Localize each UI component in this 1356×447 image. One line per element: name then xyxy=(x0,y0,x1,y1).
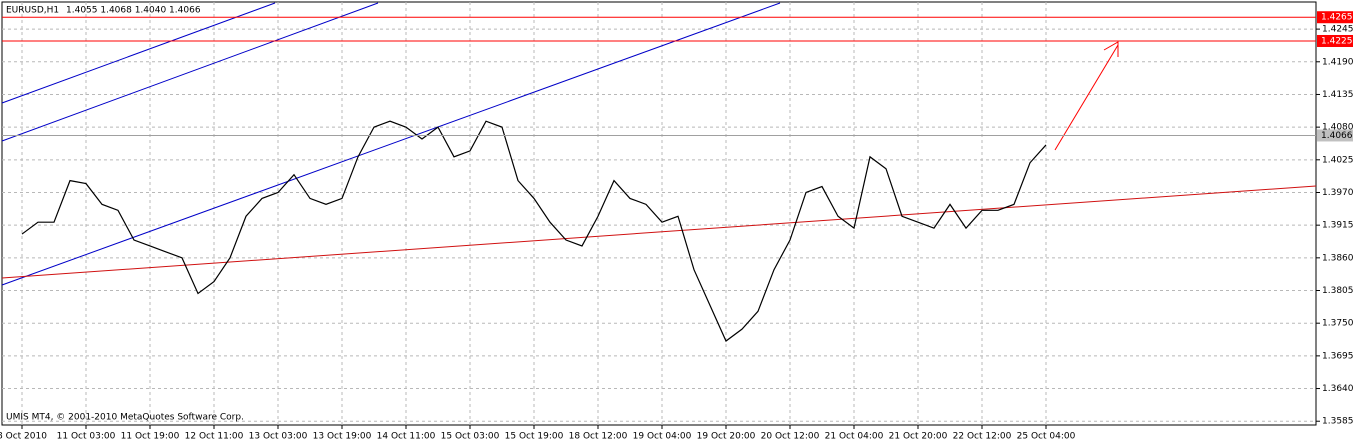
trend-line xyxy=(1,2,379,142)
y-tick-label: 1.3750 xyxy=(1322,319,1354,329)
x-tick-label: 13 Oct 19:00 xyxy=(313,432,372,442)
x-tick-label: 20 Oct 12:00 xyxy=(761,432,820,442)
marks xyxy=(21,120,1047,342)
x-tick-label: 21 Oct 04:00 xyxy=(825,432,884,442)
y-tick-label: 1.3915 xyxy=(1322,221,1354,231)
x-tick-label: 8 Oct 2010 xyxy=(0,432,47,442)
trend-line xyxy=(1,2,276,104)
y-tick-label: 1.3970 xyxy=(1322,188,1354,198)
x-tick-label: 19 Oct 20:00 xyxy=(697,432,756,442)
level-tag xyxy=(1317,11,1353,24)
y-tick-label: 1.4190 xyxy=(1322,57,1354,67)
x-tick-label: 11 Oct 03:00 xyxy=(57,432,116,442)
y-tick-label: 1.3805 xyxy=(1322,286,1354,296)
arrow xyxy=(1054,44,1119,151)
ohlc: 1.4055 1.4068 1.4040 1.4066 xyxy=(66,6,201,16)
y-tick-label: 1.3640 xyxy=(1322,384,1354,394)
arrow-head xyxy=(1103,41,1119,57)
x-tick-label: 14 Oct 11:00 xyxy=(377,432,436,442)
price-label: 1.4066 xyxy=(1321,131,1353,141)
x-tick-label: 15 Oct 19:00 xyxy=(505,432,564,442)
y-tick-label: 1.4245 xyxy=(1322,25,1354,35)
level-tag xyxy=(1317,34,1353,47)
y-tick-label: 1.4025 xyxy=(1322,155,1354,165)
price-tag xyxy=(1317,129,1353,142)
y-tick-label: 1.4135 xyxy=(1322,90,1354,100)
trend-line xyxy=(1,185,1317,279)
level-label: 1.4225 xyxy=(1321,36,1353,46)
level-label: 1.4265 xyxy=(1321,13,1353,23)
x-tick-label: 12 Oct 11:00 xyxy=(185,432,244,442)
footer: UMIS MT4, © 2001-2010 MetaQuotes Softwar… xyxy=(6,413,244,423)
y-tick-label: 1.4080 xyxy=(1322,123,1354,133)
y-tick-label: 1.3695 xyxy=(1322,351,1354,361)
y-tick-label: 1.3860 xyxy=(1322,253,1354,263)
x-tick-label: 13 Oct 03:00 xyxy=(249,432,308,442)
x-tick-label: 21 Oct 20:00 xyxy=(889,432,948,442)
x-tick-label: 11 Oct 19:00 xyxy=(121,432,180,442)
trend-line xyxy=(1,2,781,286)
y-tick-label: 1.3585 xyxy=(1322,417,1354,427)
x-tick-label: 22 Oct 12:00 xyxy=(953,432,1012,442)
price-line-series xyxy=(21,120,1047,342)
x-tick-label: 18 Oct 12:00 xyxy=(569,432,628,442)
x-tick-label: 15 Oct 03:00 xyxy=(441,432,500,442)
x-tick-label: 19 Oct 04:00 xyxy=(633,432,692,442)
grid xyxy=(2,2,1316,425)
x-tick-label: 25 Oct 04:00 xyxy=(1017,432,1076,442)
symbol: EURUSD,H1 xyxy=(6,6,59,16)
plot-frame xyxy=(1,1,1317,426)
